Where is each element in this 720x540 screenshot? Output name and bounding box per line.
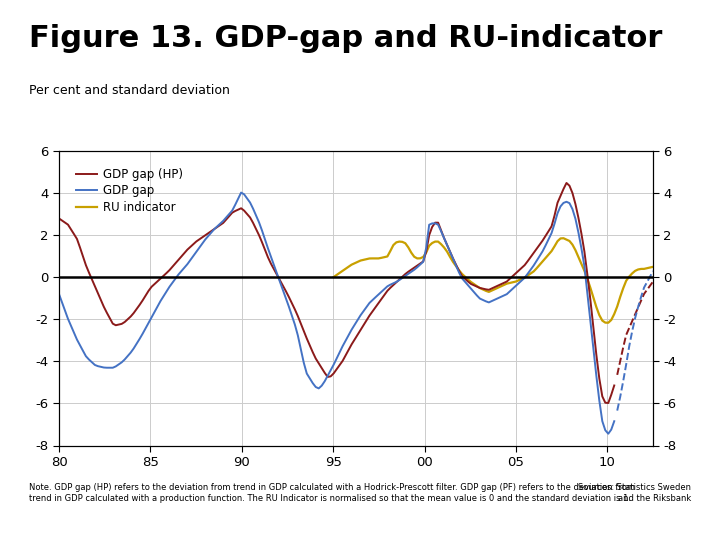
Text: Per cent and standard deviation: Per cent and standard deviation (29, 84, 230, 97)
Text: Note. GDP gap (HP) refers to the deviation from trend in GDP calculated with a H: Note. GDP gap (HP) refers to the deviati… (29, 483, 635, 503)
Legend: GDP gap (HP), GDP gap, RU indicator: GDP gap (HP), GDP gap, RU indicator (71, 163, 187, 219)
Text: SVERIGES
RIKSBANK: SVERIGES RIKSBANK (639, 52, 683, 72)
Text: Sources: Statistics Sweden
and the Riksbank: Sources: Statistics Sweden and the Riksb… (578, 483, 691, 503)
Text: Figure 13. GDP-gap and RU-indicator: Figure 13. GDP-gap and RU-indicator (29, 24, 662, 53)
